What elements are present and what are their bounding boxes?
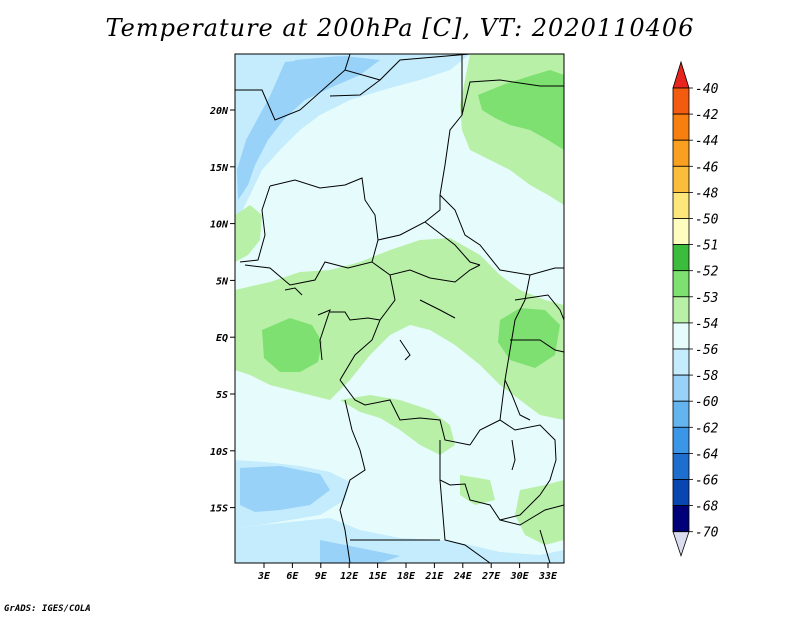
colorbar-label: -56 [695,343,719,358]
colorbar: -40 -42 -44 -46 -48 -50 -51 -52 -53 -54 -56 -58 -60 -… [672,60,719,557]
colorbar-label: -46 [695,160,719,175]
lon-tick-label: 24E [453,571,473,582]
colorbar-swatch [672,244,690,272]
colorbar-label: -52 [695,265,719,280]
warmer-region-northeast [478,70,564,150]
longitude-axis: 3E 6E 9E 12E 15E 18E 21E 24E 27E 30E 33E [257,563,558,582]
colorbar-label: -70 [695,526,719,541]
lon-tick-label: 6E [286,571,299,582]
lat-tick-label: 10N [210,220,229,231]
lon-tick-label: 18E [397,571,416,582]
colorbar-swatch [672,505,690,533]
warm-region-central [235,238,564,420]
colorbar-swatch [672,426,690,454]
colorbar-label: -62 [695,421,719,436]
colorbar-swatch [672,374,690,402]
colorbar-swatch [672,139,690,167]
warm-region-southeast [515,480,564,545]
colorbar-swatch [672,348,690,376]
colorbar-label: -60 [695,395,719,410]
cold-region-southwest [240,466,330,512]
lon-tick-label: 9E [315,571,328,582]
latitude-axis: 20N 15N 10N 5N EQ 5S 10S 15S [209,106,235,515]
lon-tick-label: 12E [340,571,359,582]
colorbar-swatch [672,452,690,480]
colorbar-label: -51 [695,239,718,254]
colorbar-swatch [672,218,690,246]
colorbar-swatch [672,270,690,298]
grads-credit: GrADS: IGES/COLA [4,604,91,614]
lat-tick-label: 5N [216,276,229,287]
colorbar-swatch [672,400,690,428]
colorbar-label: -40 [695,82,719,97]
coldest-region-north [286,56,340,100]
colorbar-label: -42 [695,108,719,123]
lon-tick-label: 33E [538,571,558,582]
colorbar-swatch [672,87,690,115]
colorbar-label: -53 [695,291,718,306]
lat-tick-label: EQ [216,333,228,344]
colorbar-label: -66 [695,474,719,489]
lat-tick-label: 20N [209,106,229,117]
colorbar-label: -58 [695,369,719,384]
colorbar-label: -48 [695,186,719,201]
lon-tick-label: 30E [510,571,530,582]
cold-region-north-core [237,56,380,200]
colorbar-swatch [672,479,690,507]
colorbar-label: -54 [695,317,718,332]
lat-tick-label: 15N [210,163,229,174]
cold-region-south [320,540,400,563]
warm-region-west-coast [235,205,262,262]
map-area [234,53,565,564]
colorbar-swatch [672,322,690,350]
warmer-region-central-east [498,308,560,368]
colorbar-swatch [672,296,690,324]
colorbar-label: -64 [695,447,718,462]
chart-title: Temperature at 200hPa [C], VT: 202011040… [105,14,695,42]
lon-tick-label: 3E [257,571,271,582]
colorbar-swatch [672,113,690,141]
colorbar-swatch [672,165,690,193]
lon-tick-label: 15E [369,571,388,582]
lon-tick-label: 21E [424,571,444,582]
warm-region-south-central [340,395,455,455]
colorbar-label: -68 [695,500,719,515]
colorbar-bottom-triangle [672,531,690,557]
lat-tick-label: 5S [216,390,228,401]
colorbar-swatch [672,191,690,219]
warmer-region-central-west [262,318,322,372]
lon-tick-label: 27E [481,571,501,582]
colorbar-top-triangle [672,60,690,89]
colorbar-label: -44 [695,134,718,149]
colorbar-label: -50 [695,213,719,228]
lat-tick-label: 10S [210,447,228,458]
country-borders [235,53,565,564]
map-frame [234,53,565,564]
lat-tick-label: 15S [210,504,228,515]
